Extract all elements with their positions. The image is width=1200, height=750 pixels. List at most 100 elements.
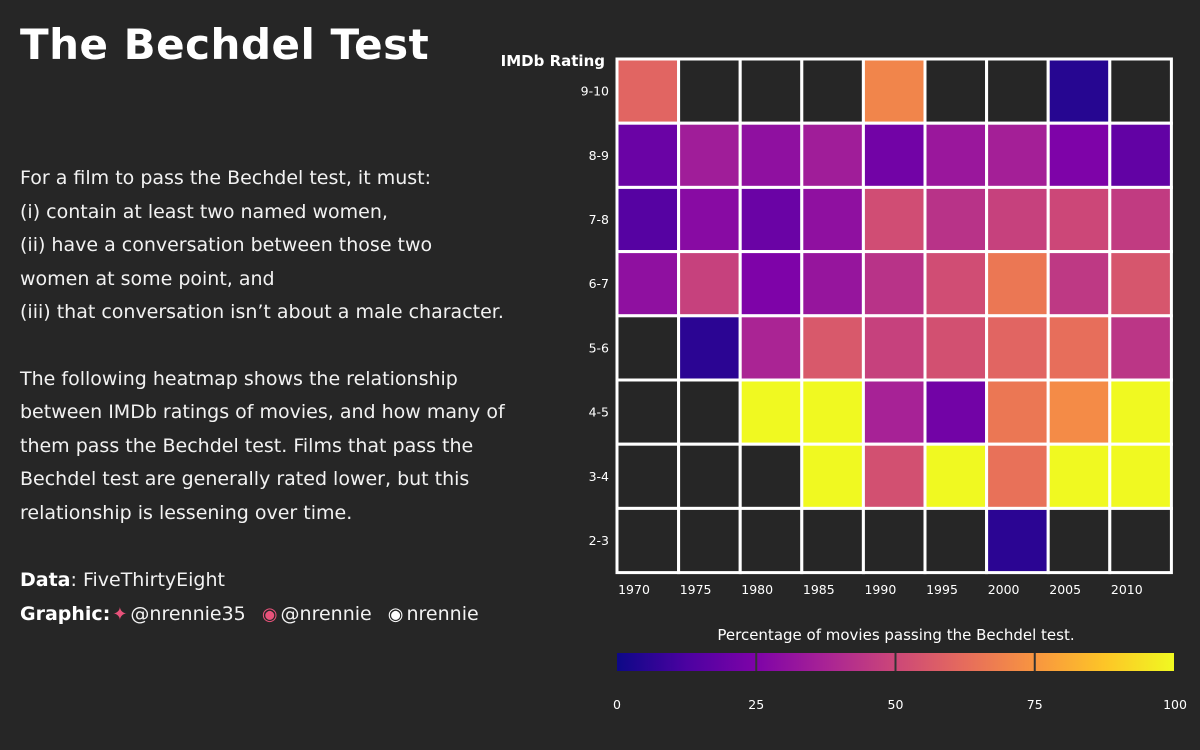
heatmap-cell	[738, 506, 804, 575]
heatmap-cell	[1108, 185, 1173, 254]
heatmap-cell	[861, 506, 927, 575]
heatmap-cell	[923, 378, 989, 446]
heatmap-cell	[800, 378, 865, 446]
heatmap-cell	[800, 57, 865, 125]
heatmap-cell	[861, 378, 927, 446]
heatmap-cell	[1046, 378, 1112, 446]
description: For a film to pass the Bechdel test, it …	[20, 162, 530, 530]
y-axis-title: IMDb Rating	[501, 52, 605, 70]
mastodon-icon: ◉	[261, 603, 278, 625]
heatmap-cell	[738, 250, 804, 318]
legend-tick-label: 25	[748, 697, 764, 712]
heatmap-cell	[923, 185, 989, 254]
heatmap-cell	[1046, 442, 1112, 510]
y-tick-label: 5-6	[589, 340, 609, 355]
heatmap-cell	[738, 121, 804, 189]
heatmap-cell	[1108, 378, 1173, 446]
legend-tick-label: 50	[888, 697, 904, 712]
heatmap-cell	[677, 57, 742, 125]
heatmap-cell	[1046, 121, 1112, 189]
y-tick-label: 4-5	[589, 405, 609, 420]
description-rule-1: (i) contain at least two named women,	[20, 200, 388, 223]
heatmap-cell	[1108, 250, 1173, 318]
heatmap-cell	[677, 314, 742, 382]
heatmap-cell	[738, 442, 804, 510]
github-handle[interactable]: nrennie	[406, 602, 479, 625]
heatmap-cell	[738, 57, 804, 125]
legend-tick-label: 75	[1027, 697, 1043, 712]
heatmap-cell	[923, 250, 989, 318]
legend-title: Percentage of movies passing the Bechdel…	[717, 626, 1074, 644]
y-tick-label: 9-10	[581, 84, 609, 99]
heatmap-cell	[677, 506, 742, 575]
heatmap-cell	[800, 185, 865, 254]
y-tick-label: 6-7	[589, 276, 609, 291]
heatmap-cell	[615, 250, 681, 318]
description-rule-3: (iii) that conversation isn’t about a ma…	[20, 301, 504, 323]
y-tick-label: 7-8	[589, 212, 609, 227]
heatmap-cell	[1108, 506, 1173, 575]
heatmap-cell	[800, 250, 865, 318]
x-tick-label: 2005	[1049, 582, 1081, 597]
page-title: The Bechdel Test	[20, 20, 430, 69]
twitter-icon: ✦	[112, 603, 128, 625]
heatmap-cell	[985, 314, 1050, 382]
twitter-handle[interactable]: @nrennie35	[130, 602, 246, 625]
heatmap-cell	[861, 185, 927, 254]
heatmap-cell	[985, 57, 1050, 125]
heatmap-cell	[615, 314, 681, 382]
heatmap-cell	[677, 250, 742, 318]
heatmap-cell	[615, 121, 681, 189]
heatmap-cell	[615, 442, 681, 510]
heatmap-cell	[1108, 121, 1173, 189]
x-tick-label: 2000	[988, 582, 1020, 597]
credits: Data: FiveThirtyEight Graphic: ✦ @nrennie3…	[20, 564, 479, 631]
heatmap-cell	[923, 314, 989, 382]
graphic-label: Graphic	[20, 602, 103, 625]
heatmap-cell	[615, 185, 681, 254]
heatmap-cell	[1046, 506, 1112, 575]
heatmap-cell	[1108, 442, 1173, 510]
heatmap-cell	[738, 314, 804, 382]
heatmap-cell	[985, 442, 1050, 510]
heatmap-cell	[985, 121, 1050, 189]
heatmap-cell	[615, 506, 681, 575]
heatmap-cell	[1046, 57, 1112, 125]
y-tick-label: 3-4	[589, 469, 609, 484]
x-tick-label: 2010	[1111, 582, 1143, 597]
mastodon-handle[interactable]: @nrennie	[280, 602, 372, 625]
heatmap-cell	[985, 506, 1050, 575]
x-tick-label: 1990	[864, 582, 896, 597]
heatmap-cell	[615, 57, 681, 125]
x-tick-label: 1980	[741, 582, 773, 597]
heatmap-cell	[985, 185, 1050, 254]
heatmap-cell	[1108, 314, 1173, 382]
heatmap-cell	[677, 442, 742, 510]
heatmap-cell	[738, 378, 804, 446]
heatmap-cell	[861, 250, 927, 318]
heatmap-cell	[985, 250, 1050, 318]
heatmap-cell	[677, 185, 742, 254]
data-label: Data	[20, 569, 71, 591]
x-tick-label: 1970	[618, 582, 650, 597]
heatmap-cell	[1046, 185, 1112, 254]
heatmap-cell	[923, 121, 989, 189]
heatmap-cell	[923, 506, 989, 575]
y-tick-label: 2-3	[589, 533, 609, 548]
heatmap-cell	[1046, 314, 1112, 382]
heatmap-cell	[923, 57, 989, 125]
data-source: : FiveThirtyEight	[70, 569, 225, 591]
heatmap-cell	[861, 57, 927, 125]
heatmap-cell	[985, 378, 1050, 446]
heatmap-cell	[738, 185, 804, 254]
description-body: The following heatmap shows the relation…	[20, 367, 505, 524]
github-icon: ◉	[387, 603, 404, 625]
graphic-credit: Graphic: ✦ @nrennie35 ◉ @nrennie ◉ nrennie	[20, 602, 479, 625]
heatmap-cell	[800, 121, 865, 189]
heatmap-cell	[615, 378, 681, 446]
heatmap-cell	[861, 442, 927, 510]
data-credit: Data: FiveThirtyEight	[20, 564, 479, 598]
legend-tick-label: 0	[613, 697, 621, 712]
heatmap-cell	[923, 442, 989, 510]
